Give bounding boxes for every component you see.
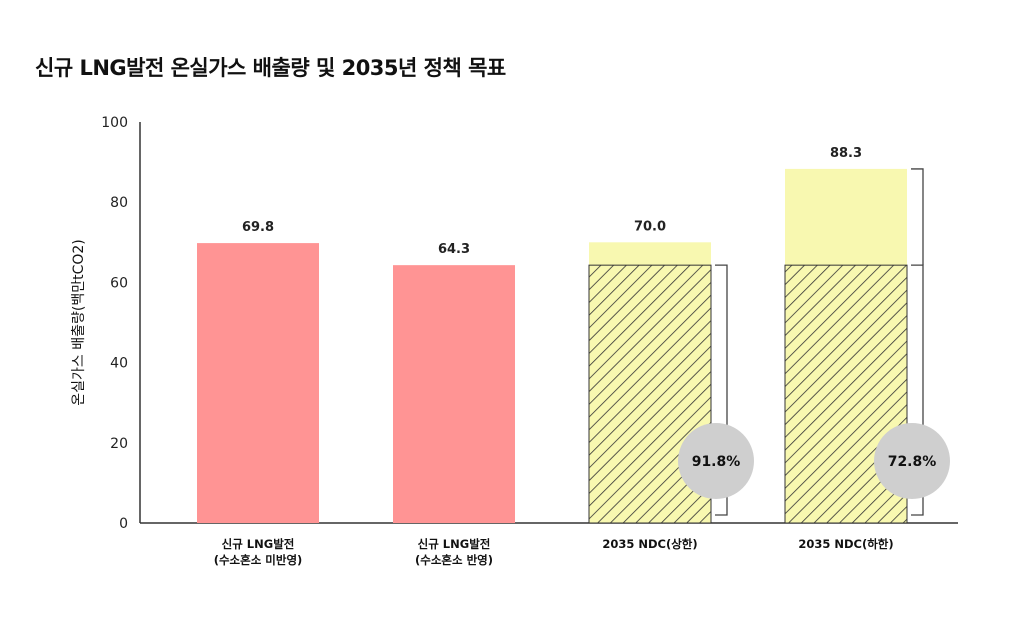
data-label: 88.3 (830, 146, 862, 161)
x-category-label: (수소혼소 반영) (415, 553, 493, 567)
data-label: 70.0 (634, 219, 666, 234)
data-label: 64.3 (438, 242, 470, 257)
percent-badge (678, 423, 754, 499)
y-tick-label: 60 (110, 275, 128, 291)
y-axis-label: 온실가스 배출량(백만tCO2) (71, 239, 87, 406)
chart-title: 신규 LNG발전 온실가스 배출량 및 2035년 정책 목표 (35, 56, 506, 80)
y-tick-label: 40 (110, 356, 128, 372)
percent-badge (874, 423, 950, 499)
bar (393, 265, 515, 523)
x-category-label: (수소혼소 미반영) (214, 553, 303, 567)
percent-label: 91.8% (692, 454, 741, 470)
bars (197, 168, 950, 524)
x-category-label: 2035 NDC(상한) (602, 537, 697, 551)
x-category-label: 신규 LNG발전 (222, 537, 295, 551)
bar (197, 243, 319, 524)
y-tick-label: 0 (119, 516, 128, 532)
labels: 69.8 신규 LNG발전 (수소혼소 미반영) 64.3 신규 LNG발전 (수소혼소 … (214, 146, 937, 567)
bracket (911, 264, 924, 516)
x-category-label: 2035 NDC(하한) (798, 537, 893, 551)
y-tick-label: 20 (110, 436, 128, 452)
y-tick-label: 100 (101, 115, 128, 131)
x-category-label: 신규 LNG발전 (418, 537, 491, 551)
y-tick-label: 80 (110, 195, 128, 211)
percent-label: 72.8% (888, 454, 937, 470)
bracket (911, 168, 924, 266)
bracket (715, 264, 728, 516)
data-label: 69.8 (242, 220, 274, 235)
